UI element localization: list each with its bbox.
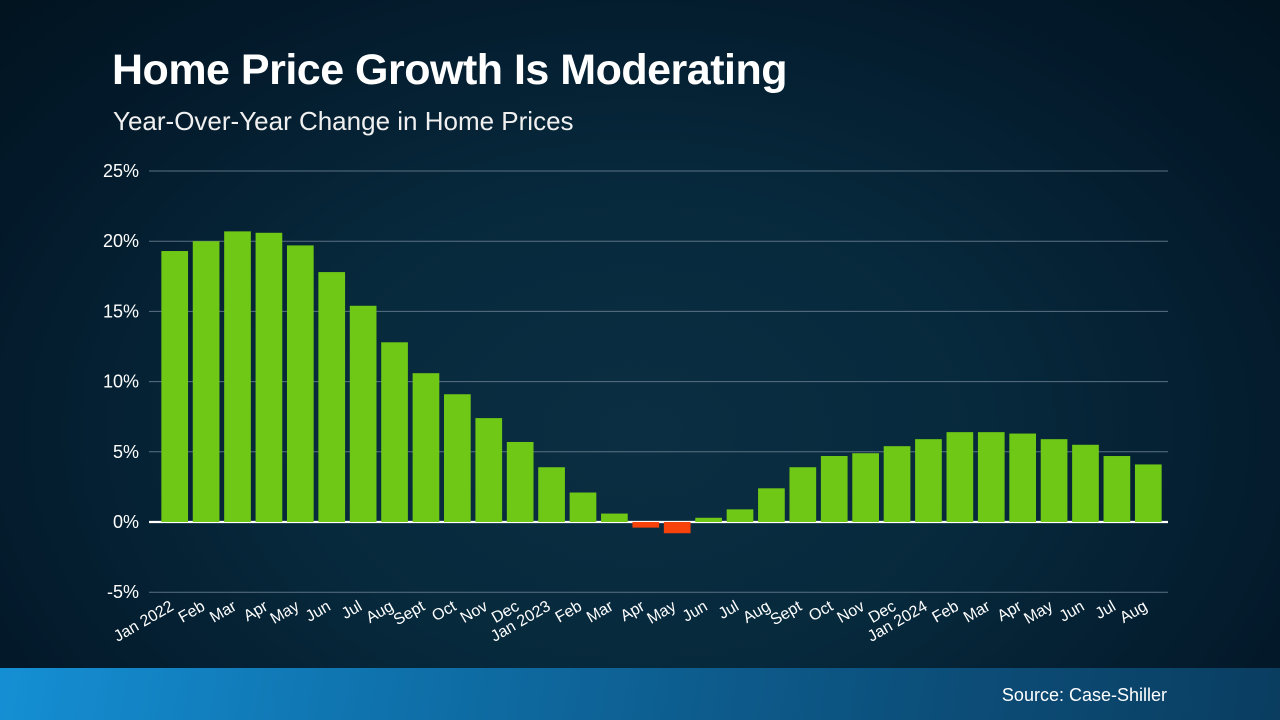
svg-text:Jun: Jun xyxy=(1057,598,1088,626)
svg-text:Aug: Aug xyxy=(1117,598,1150,627)
svg-text:Oct: Oct xyxy=(429,598,460,625)
svg-text:Feb: Feb xyxy=(553,598,585,627)
svg-text:Jan 2022: Jan 2022 xyxy=(111,598,177,646)
svg-text:Nov: Nov xyxy=(458,598,491,627)
svg-text:15%: 15% xyxy=(103,301,139,321)
svg-text:Feb: Feb xyxy=(929,598,961,627)
svg-text:5%: 5% xyxy=(113,442,139,462)
svg-text:-5%: -5% xyxy=(107,582,139,602)
svg-text:25%: 25% xyxy=(103,161,139,181)
svg-text:Jul: Jul xyxy=(716,598,742,623)
svg-text:Aug: Aug xyxy=(363,598,396,627)
svg-text:20%: 20% xyxy=(103,231,139,251)
svg-text:Feb: Feb xyxy=(176,598,208,627)
svg-text:Mar: Mar xyxy=(584,598,617,627)
svg-text:Jul: Jul xyxy=(1093,598,1119,623)
svg-text:Jun: Jun xyxy=(303,598,334,626)
svg-text:May: May xyxy=(645,598,680,628)
svg-text:Apr: Apr xyxy=(618,598,649,626)
svg-text:10%: 10% xyxy=(103,372,139,392)
svg-text:May: May xyxy=(268,598,303,628)
svg-text:Mar: Mar xyxy=(207,598,240,627)
svg-text:Aug: Aug xyxy=(740,598,773,627)
svg-text:Sept: Sept xyxy=(391,598,428,629)
svg-text:Jun: Jun xyxy=(680,598,711,626)
svg-text:Jul: Jul xyxy=(339,598,365,623)
svg-text:Mar: Mar xyxy=(961,598,994,627)
svg-text:Nov: Nov xyxy=(834,598,867,627)
svg-text:Sept: Sept xyxy=(768,598,805,629)
svg-text:0%: 0% xyxy=(113,512,139,532)
svg-text:Apr: Apr xyxy=(241,598,272,626)
svg-text:May: May xyxy=(1021,598,1056,628)
svg-text:Apr: Apr xyxy=(995,598,1026,626)
svg-text:Oct: Oct xyxy=(806,598,837,625)
